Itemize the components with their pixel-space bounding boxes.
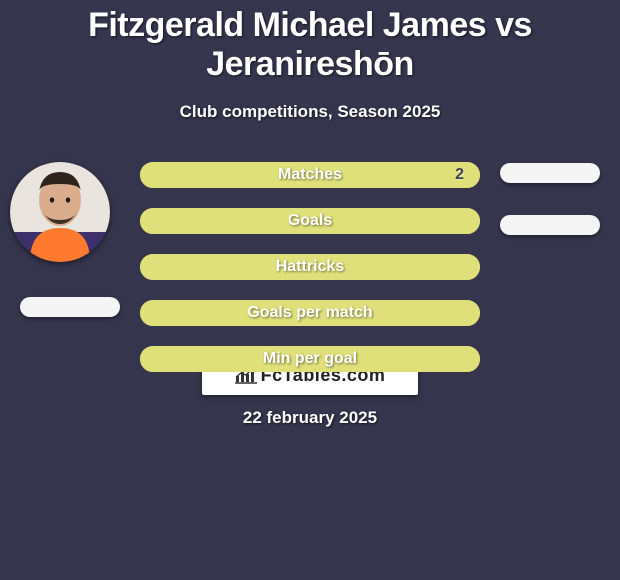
comparison-title: Fitzgerald Michael James vs Jeranireshōn [0, 0, 620, 84]
player-left-avatar [10, 162, 110, 262]
stat-bar-label: Goals per match [247, 304, 372, 322]
stat-bars: Matches 2 Goals Hattricks Goals per match Min… [140, 162, 480, 392]
stat-bar: Matches 2 [140, 162, 480, 188]
snapshot-date: 22 february 2025 [0, 408, 620, 428]
stat-bar: Min per goal [140, 346, 480, 372]
comparison-subtitle: Club competitions, Season 2025 [0, 102, 620, 122]
stat-bar-label: Min per goal [263, 350, 357, 368]
stat-bar-value: 2 [455, 166, 464, 184]
stat-bar: Hattricks [140, 254, 480, 280]
stat-bar-label: Hattricks [276, 258, 344, 276]
player-right-sub-pill [500, 215, 600, 235]
stat-bar-label: Matches [278, 166, 342, 184]
player-right-name-pill [500, 163, 600, 183]
stat-bar-label: Goals [288, 212, 332, 230]
stat-bar: Goals [140, 208, 480, 234]
stat-bar: Goals per match [140, 300, 480, 326]
player-left-name-pill [20, 297, 120, 317]
